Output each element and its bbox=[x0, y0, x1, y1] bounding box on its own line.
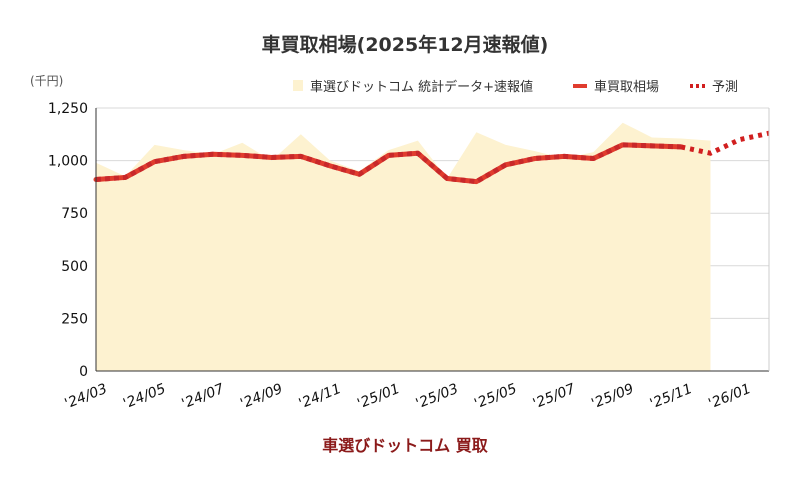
y-tick-labels: 0 250 500 750 1,000 1,250 bbox=[48, 101, 88, 380]
x-tick-label: '24/09 bbox=[238, 381, 285, 412]
x-tick-label: '25/03 bbox=[414, 381, 461, 412]
area-fill bbox=[96, 122, 711, 371]
forecast-series bbox=[680, 130, 770, 156]
x-tick-labels: '24/03 '24/05 '24/07 '24/09 '24/11 '25/01 '25/… bbox=[63, 381, 754, 412]
line-series bbox=[93, 142, 684, 185]
y-tick-label: 750 bbox=[61, 206, 88, 222]
forecast-line bbox=[680, 130, 770, 156]
y-unit-label: (千円) bbox=[30, 74, 63, 88]
x-tick-label: '25/11 bbox=[648, 381, 695, 412]
x-tick-label: '25/07 bbox=[531, 381, 578, 412]
y-tick-label: 0 bbox=[79, 364, 88, 380]
x-tick-label: '24/07 bbox=[180, 381, 227, 412]
legend-label-area: 車選びドットコム 統計データ+速報値 bbox=[310, 79, 533, 95]
market-price-line-texture bbox=[95, 142, 682, 185]
chart-title: 車買取相場(2025年12月速報値) bbox=[262, 33, 549, 56]
area-series bbox=[96, 122, 711, 371]
legend-label-line: 車買取相場 bbox=[594, 80, 659, 95]
x-tick-label: '24/05 bbox=[121, 381, 168, 412]
legend-swatch-area bbox=[293, 80, 303, 91]
x-tick-label: '25/01 bbox=[355, 381, 402, 412]
x-tick-label: '24/11 bbox=[297, 381, 344, 412]
y-tick-label: 250 bbox=[61, 311, 88, 327]
y-tick-label: 1,250 bbox=[48, 101, 88, 117]
x-tick-label: '25/05 bbox=[472, 381, 519, 412]
y-tick-label: 1,000 bbox=[48, 154, 88, 170]
x-tick-label: '26/01 bbox=[706, 381, 753, 412]
legend: 車選びドットコム 統計データ+速報値 車買取相場 予測 bbox=[293, 79, 738, 95]
x-tick-label: '24/03 bbox=[63, 381, 110, 412]
source-label: 車選びドットコム 買取 bbox=[322, 436, 488, 455]
y-tick-label: 500 bbox=[61, 259, 88, 275]
x-tick-label: '25/09 bbox=[589, 381, 636, 412]
axes bbox=[95, 108, 770, 372]
legend-label-forecast: 予測 bbox=[712, 80, 738, 95]
